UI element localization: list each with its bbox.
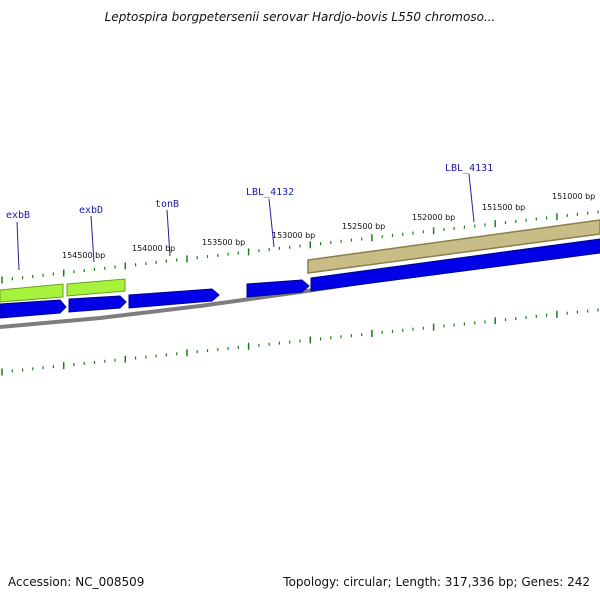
- tonB-leader-line: [166, 209, 171, 257]
- position-label: 152000 bp: [412, 213, 455, 222]
- exbB-cds-arrow[interactable]: [0, 299, 67, 319]
- lbl-4132-leader-line: [268, 198, 275, 248]
- position-label: 151500 bp: [482, 203, 525, 212]
- tonB-cds-arrow[interactable]: [128, 288, 220, 309]
- position-label: 152500 bp: [342, 222, 385, 231]
- position-label: 153500 bp: [202, 238, 245, 247]
- exbD-leader-line: [90, 215, 95, 263]
- map-title: Leptospira borgpetersenii serovar Hardjo…: [104, 10, 496, 24]
- position-label: 154000 bp: [132, 244, 175, 253]
- lbl-4131-cds-arrow[interactable]: [310, 238, 600, 292]
- position-label: 153000 bp: [272, 231, 315, 240]
- ruler-ticks-upper: [1, 210, 599, 284]
- exbD-cds-arrow[interactable]: [68, 295, 127, 313]
- exbB-leader-line: [16, 221, 20, 271]
- exbB-feature-box[interactable]: [0, 283, 64, 303]
- gene-label-exbD[interactable]: exbD: [79, 205, 103, 216]
- lbl-4131-feature-box[interactable]: [307, 219, 600, 274]
- lbl-4132-cds-arrow[interactable]: [246, 279, 310, 298]
- accession-text: Accession: NC_008509: [8, 575, 145, 589]
- lbl-4131-leader-line: [468, 173, 475, 223]
- position-label: 154500 bp: [62, 251, 105, 260]
- gene-label-exbB[interactable]: exbB: [6, 210, 30, 221]
- position-label: 151000 bp: [552, 192, 595, 201]
- ruler-ticks-lower: [1, 308, 599, 376]
- genome-summary-text: Topology: circular; Length: 317,336 bp; …: [283, 575, 590, 589]
- gene-label-tonB[interactable]: tonB: [155, 199, 179, 210]
- exbD-feature-box[interactable]: [66, 278, 126, 297]
- gene-label-lbl-4131[interactable]: LBL_4131: [445, 163, 493, 174]
- gene-label-lbl-4132[interactable]: LBL_4132: [246, 187, 294, 198]
